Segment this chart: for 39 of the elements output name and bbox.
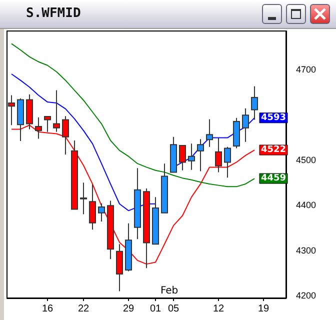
x-tick-label: 12 [212, 304, 224, 314]
candlestick [107, 200, 114, 260]
x-tick-label: 05 [168, 304, 180, 314]
candlestick [170, 136, 177, 174]
candlestick [80, 182, 87, 215]
data-label: 4522 [260, 145, 286, 156]
x-tick-label: 01 [150, 304, 162, 314]
y-tick-label: 4400 [296, 200, 316, 210]
data-label: 4459 [260, 174, 286, 184]
candlestick [8, 94, 15, 126]
candlestick [98, 202, 105, 222]
candlestick [197, 138, 204, 172]
y-tick-label: 4500 [296, 154, 316, 165]
candlestick [215, 137, 222, 173]
candlestick [134, 168, 141, 240]
y-tick-label: 4200 [296, 290, 316, 301]
x-tick-label: 19 [258, 304, 270, 314]
candlestick [125, 222, 132, 272]
x-tick-label: 16 [42, 304, 54, 314]
candlestick [251, 86, 258, 120]
x-tick-label: 22 [78, 304, 90, 314]
candlestick [152, 196, 159, 245]
candlestick [89, 184, 96, 230]
x-tick-label: 29 [122, 304, 134, 314]
data-label: 4593 [260, 112, 286, 123]
candlestick [206, 118, 213, 148]
candlestick [233, 117, 240, 149]
candlestick [161, 163, 168, 214]
candlestick [188, 143, 195, 170]
candlestick [17, 98, 24, 142]
y-tick-label: 4700 [296, 64, 316, 74]
candlestick [71, 140, 78, 210]
chart-title: S.WFMID [26, 6, 81, 21]
line-series [11, 43, 255, 188]
candlestick [179, 144, 186, 171]
candlestick [242, 108, 249, 142]
y-tick-label: 4300 [296, 245, 316, 256]
candlestick [224, 146, 231, 178]
annotation: Feb [160, 286, 178, 296]
